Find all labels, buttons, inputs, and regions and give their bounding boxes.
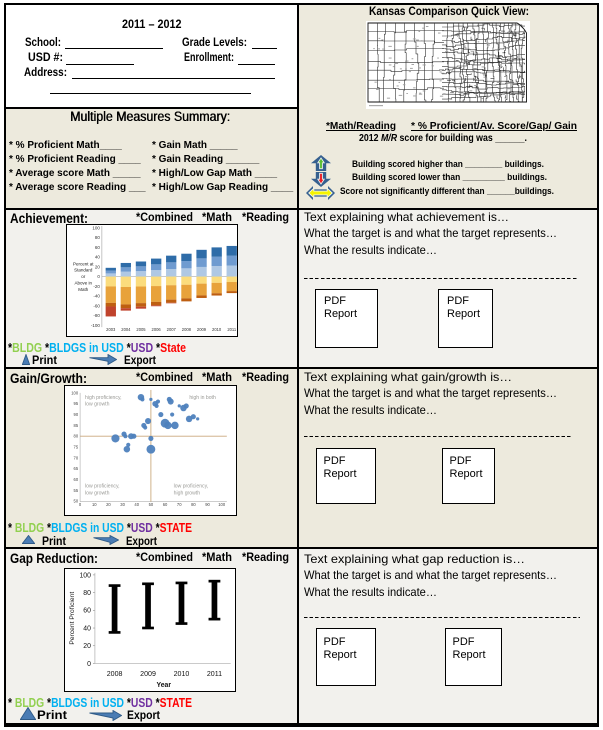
- svg-text:85: 85: [74, 423, 79, 428]
- svg-text:2011: 2011: [227, 327, 237, 332]
- svg-text:10: 10: [92, 502, 97, 507]
- svg-text:20: 20: [95, 264, 101, 269]
- svg-text:2010: 2010: [212, 327, 222, 332]
- svg-text:40: 40: [134, 502, 139, 507]
- svg-text:2009: 2009: [140, 670, 156, 678]
- svg-text:75: 75: [74, 445, 79, 450]
- svg-text:low proficiency,: low proficiency,: [85, 483, 120, 489]
- svg-text:2008: 2008: [182, 327, 192, 332]
- svg-text:0: 0: [87, 661, 91, 668]
- svg-text:100: 100: [79, 572, 91, 579]
- svg-text:Year: Year: [157, 682, 172, 689]
- svg-text:65: 65: [74, 466, 79, 471]
- svg-text:2003: 2003: [106, 327, 116, 332]
- svg-text:60: 60: [83, 608, 91, 615]
- svg-text:-20: -20: [93, 284, 100, 289]
- svg-text:2005: 2005: [136, 327, 146, 332]
- svg-text:40: 40: [83, 625, 91, 632]
- svg-text:80: 80: [83, 590, 91, 597]
- svg-text:or: or: [81, 274, 86, 279]
- svg-text:90: 90: [74, 412, 79, 417]
- svg-text:Standard: Standard: [74, 268, 93, 273]
- svg-text:0: 0: [97, 274, 100, 279]
- svg-text:low growth: low growth: [85, 402, 110, 408]
- svg-text:high in both: high in both: [189, 395, 216, 401]
- svg-text:100: 100: [71, 390, 79, 395]
- svg-text:60: 60: [95, 245, 101, 250]
- svg-text:high proficiency,: high proficiency,: [85, 395, 122, 401]
- svg-text:-60: -60: [93, 303, 100, 308]
- svg-text:2011: 2011: [207, 670, 222, 678]
- svg-text:2010: 2010: [174, 670, 190, 678]
- svg-text:2006: 2006: [152, 327, 162, 332]
- svg-text:20: 20: [106, 502, 111, 507]
- svg-text:80: 80: [191, 502, 196, 507]
- svg-text:2009: 2009: [197, 327, 207, 332]
- svg-text:0: 0: [79, 502, 82, 507]
- svg-text:high growth: high growth: [174, 490, 201, 496]
- svg-text:55: 55: [74, 488, 79, 493]
- svg-text:30: 30: [120, 502, 125, 507]
- svg-text:80: 80: [95, 235, 101, 240]
- svg-text:Above in: Above in: [74, 280, 92, 285]
- svg-text:60: 60: [74, 477, 79, 482]
- svg-text:50: 50: [74, 499, 79, 504]
- svg-text:low proficiency,: low proficiency,: [174, 483, 209, 489]
- svg-text:100: 100: [92, 226, 100, 231]
- svg-text:2007: 2007: [167, 327, 177, 332]
- svg-text:90: 90: [205, 502, 210, 507]
- svg-text:-100: -100: [91, 323, 101, 328]
- svg-text:100: 100: [218, 502, 226, 507]
- svg-text:Percent at: Percent at: [73, 261, 94, 266]
- svg-text:70: 70: [177, 502, 182, 507]
- svg-text:-40: -40: [93, 294, 100, 299]
- svg-text:95: 95: [74, 401, 79, 406]
- svg-text:low growth: low growth: [85, 490, 110, 496]
- svg-text:20: 20: [83, 643, 91, 650]
- svg-text:40: 40: [95, 255, 101, 260]
- svg-text:2008: 2008: [107, 670, 123, 678]
- svg-text:Percent Proficient: Percent Proficient: [69, 592, 76, 645]
- svg-text:60: 60: [163, 502, 168, 507]
- svg-text:2004: 2004: [121, 327, 131, 332]
- svg-text:70: 70: [74, 455, 79, 460]
- svg-text:50: 50: [149, 502, 154, 507]
- svg-text:80: 80: [74, 434, 79, 439]
- svg-text:Math: Math: [78, 287, 89, 292]
- svg-text:-80: -80: [93, 313, 100, 318]
